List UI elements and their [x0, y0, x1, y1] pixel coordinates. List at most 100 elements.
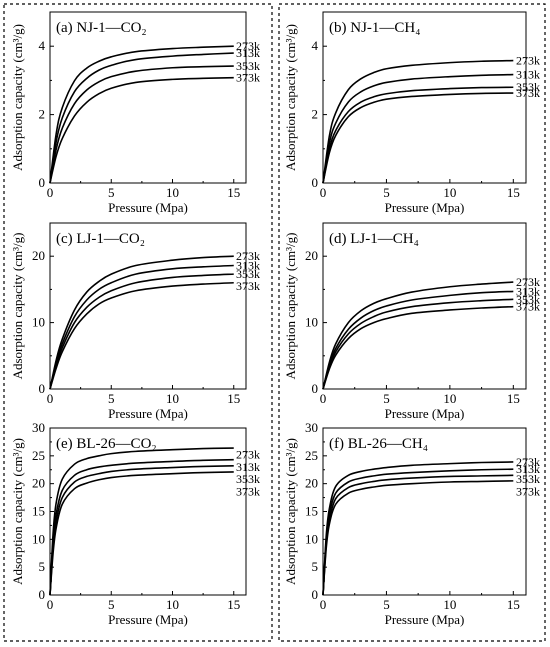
x-tick-label: 0 [47, 185, 54, 200]
x-tick-label: 15 [227, 391, 240, 406]
series-label-373k: 373k [236, 71, 260, 85]
panel-title: (f) BL-26—CH₄ [329, 436, 428, 452]
y-tick-label: 5 [39, 559, 46, 574]
panel-group-frame-co2 [3, 3, 273, 642]
series-label-353k: 353k [516, 472, 540, 486]
y-tick-label: 2 [312, 107, 319, 122]
y-tick-label: 0 [39, 587, 46, 602]
x-tick-label: 5 [383, 391, 390, 406]
y-tick-label: 30 [32, 420, 45, 435]
panel-title: (d) LJ-1—CH₄ [329, 231, 419, 247]
series-label-273k: 273k [236, 249, 260, 263]
plot-frame [49, 222, 247, 390]
y-tick-label: 2 [39, 107, 46, 122]
series-line-373k [49, 281, 234, 390]
series-label-273k: 273k [516, 455, 540, 469]
x-tick-label: 0 [320, 391, 327, 406]
y-tick-label: 20 [305, 248, 318, 263]
series-label-373k: 373k [516, 300, 540, 314]
y-tick-label: 30 [305, 420, 318, 435]
x-tick-label: 5 [108, 597, 115, 612]
plot-frame [49, 427, 247, 596]
series-line-313k [322, 290, 514, 390]
y-tick-label: 0 [39, 381, 46, 396]
y-tick-label: 0 [312, 175, 319, 190]
x-tick-label: 15 [507, 597, 520, 612]
series-line-313k [49, 458, 234, 596]
plot-frame [49, 11, 247, 184]
y-tick-label: 15 [32, 504, 45, 519]
series-line-313k [322, 73, 514, 184]
series-line-273k [49, 255, 234, 390]
x-tick-label: 10 [166, 391, 179, 406]
y-tick-label: 15 [305, 504, 318, 519]
series-line-313k [49, 264, 234, 390]
chart-panel-d: 0 5 10 15 0 10 20 Pressure (Mpa) Adsorption capa… [283, 222, 540, 421]
series-line-273k [322, 461, 514, 596]
series-line-373k [322, 92, 514, 184]
x-tick-label: 10 [443, 597, 456, 612]
y-tick-label: 0 [312, 381, 319, 396]
panel-title: (a) NJ-1—CO₂ [56, 20, 147, 36]
plot-frame [322, 222, 527, 390]
series-label-353k: 353k [516, 80, 540, 94]
y-tick-label: 5 [312, 559, 319, 574]
y-axis-title: Adsorption capacity (cm³/g) [283, 24, 298, 171]
series-line-353k [322, 86, 514, 184]
series-line-313k [49, 52, 234, 184]
series-label-373k: 373k [236, 279, 260, 293]
y-tick-label: 10 [32, 531, 45, 546]
chart-panel-b: 0 5 10 15 0 2 4 Pressure (Mpa) Adsorption capaci… [283, 11, 540, 215]
series-line-353k [49, 465, 234, 596]
x-tick-label: 10 [443, 391, 456, 406]
series-line-373k [49, 76, 234, 184]
x-tick-label: 5 [383, 185, 390, 200]
series-label-353k: 353k [236, 267, 260, 281]
series-line-353k [322, 298, 514, 390]
x-tick-label: 0 [47, 391, 54, 406]
y-tick-label: 20 [305, 476, 318, 491]
series-line-373k [49, 471, 234, 596]
x-tick-label: 10 [443, 185, 456, 200]
plot-frame [322, 11, 527, 184]
panel-title: (b) NJ-1—CH₄ [329, 20, 420, 36]
series-line-353k [49, 65, 234, 184]
series-label-273k: 273k [516, 275, 540, 289]
series-line-373k [322, 305, 514, 390]
series-label-313k: 313k [236, 46, 260, 60]
y-tick-label: 20 [32, 476, 45, 491]
y-tick-label: 4 [39, 38, 46, 53]
x-tick-label: 5 [108, 391, 115, 406]
series-label-313k: 313k [236, 258, 260, 272]
x-axis-title: Pressure (Mpa) [385, 406, 465, 421]
chart-panel-c: 0 5 10 15 0 10 20 Pressure (Mpa) Adsorption capa… [10, 222, 260, 421]
panel-title: (c) LJ-1—CO₂ [56, 231, 145, 247]
panel-group-frame-ch4 [278, 3, 546, 642]
x-axis-title: Pressure (Mpa) [108, 200, 188, 215]
panel-title: (e) BL-26—CO₂ [56, 436, 157, 452]
series-line-273k [322, 59, 514, 184]
x-axis-title: Pressure (Mpa) [108, 612, 188, 627]
y-axis-title: Adsorption capacity (cm³/g) [283, 438, 298, 585]
series-label-373k: 373k [236, 484, 260, 498]
y-tick-label: 10 [32, 315, 45, 330]
series-line-273k [49, 447, 234, 596]
series-label-353k: 353k [236, 472, 260, 486]
series-line-273k [49, 45, 234, 184]
y-axis-title: Adsorption capacity (cm³/g) [10, 438, 25, 585]
x-tick-label: 5 [383, 597, 390, 612]
y-tick-label: 20 [32, 248, 45, 263]
y-tick-label: 0 [39, 175, 46, 190]
series-label-313k: 313k [516, 462, 540, 476]
plot-frame [322, 427, 527, 596]
y-tick-label: 0 [312, 587, 319, 602]
series-label-373k: 373k [516, 86, 540, 100]
series-label-313k: 313k [236, 460, 260, 474]
x-tick-label: 15 [227, 185, 240, 200]
y-axis-title: Adsorption capacity (cm³/g) [283, 233, 298, 380]
y-axis-title: Adsorption capacity (cm³/g) [10, 24, 25, 171]
series-label-353k: 353k [516, 292, 540, 306]
x-tick-label: 10 [166, 597, 179, 612]
x-tick-label: 10 [166, 185, 179, 200]
